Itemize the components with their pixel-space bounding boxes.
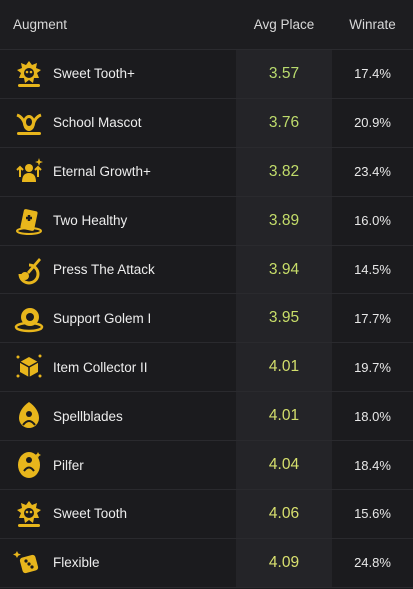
avg-place-cell: 3.57 [236, 50, 332, 98]
avg-place-value: 4.04 [268, 456, 300, 474]
avg-place-cell: 4.06 [236, 490, 332, 538]
avg-place-value: 3.76 [268, 113, 300, 131]
avg-place-value: 3.82 [268, 162, 300, 180]
augment-cell: Sweet Tooth [0, 498, 236, 530]
press-the-attack-icon [13, 254, 45, 286]
augment-name[interactable]: Pilfer [53, 457, 84, 473]
avg-place-cell: 3.94 [236, 245, 332, 294]
avg-place-cell: 3.76 [236, 98, 332, 147]
avg-place-cell: 3.82 [236, 147, 332, 196]
winrate-value: 17.7% [354, 310, 391, 326]
winrate-value: 18.0% [354, 408, 391, 424]
table-body: Sweet Tooth+ 3.57 17.4% School Mascot 3.… [0, 50, 413, 588]
table-row[interactable]: Sweet Tooth+ 3.57 17.4% [0, 50, 413, 99]
avg-place-cell: 4.04 [236, 441, 332, 490]
augment-name[interactable]: Flexible [53, 555, 100, 571]
avg-place-value: 4.06 [268, 504, 300, 522]
avg-place-value: 4.01 [268, 358, 300, 376]
winrate-value: 20.9% [354, 115, 391, 131]
augment-cell: Spellblades [0, 400, 236, 432]
augment-cell: Sweet Tooth+ [0, 58, 236, 90]
table-row[interactable]: Spellblades 4.01 18.0% [0, 392, 413, 442]
augment-cell: Support Golem I [0, 302, 236, 334]
augment-name[interactable]: Support Golem I [53, 310, 152, 326]
table-row[interactable]: Sweet Tooth 4.06 15.6% [0, 490, 413, 539]
table-row[interactable]: Pilfer 4.04 18.4% [0, 441, 413, 491]
table-row[interactable]: Flexible 4.09 24.8% [0, 538, 413, 588]
augment-name[interactable]: Press The Attack [53, 262, 155, 277]
spellblades-icon [13, 400, 45, 432]
avg-place-cell: 3.95 [236, 294, 332, 343]
winrate-value: 18.4% [354, 457, 391, 473]
avg-place-cell: 4.01 [236, 343, 332, 392]
augment-cell: Item Collector II [0, 351, 236, 383]
avg-place-value: 3.94 [268, 260, 300, 278]
winrate-value: 17.4% [354, 66, 391, 82]
augment-cell: Flexible [0, 547, 236, 579]
augment-cell: School Mascot [0, 107, 236, 139]
table-row[interactable]: Item Collector II 4.01 19.7% [0, 343, 413, 393]
augment-name[interactable]: Spellblades [53, 408, 123, 424]
avg-place-value: 4.01 [268, 407, 300, 425]
avg-place-cell: 4.01 [236, 392, 332, 441]
winrate-value: 14.5% [354, 262, 391, 277]
table-row[interactable]: Support Golem I 3.95 17.7% [0, 294, 413, 344]
augment-cell: Eternal Growth+ [0, 156, 236, 188]
augment-name[interactable]: Eternal Growth+ [53, 164, 151, 180]
winrate-value: 24.8% [354, 555, 391, 571]
table-row[interactable]: Two Healthy 3.89 16.0% [0, 196, 413, 246]
avg-place-value: 3.57 [268, 64, 300, 82]
pilfer-icon [13, 449, 45, 481]
eternal-growth-icon [13, 156, 45, 188]
augment-name[interactable]: School Mascot [53, 115, 142, 131]
augment-name[interactable]: Sweet Tooth [53, 506, 128, 522]
avg-place-cell: 3.89 [236, 196, 332, 245]
avg-place-value: 3.95 [268, 309, 300, 327]
sweet-tooth-icon [13, 498, 45, 530]
support-golem-icon [13, 302, 45, 334]
header-augment[interactable]: Augment [13, 17, 68, 32]
winrate-value: 15.6% [354, 506, 391, 522]
augment-cell: Pilfer [0, 449, 236, 481]
augment-cell: Press The Attack [0, 254, 236, 286]
table-row[interactable]: School Mascot 3.76 20.9% [0, 98, 413, 148]
table-header: Augment Avg Place Winrate [0, 0, 413, 50]
avg-place-value: 3.89 [268, 211, 300, 229]
table-row[interactable]: Eternal Growth+ 3.82 23.4% [0, 147, 413, 197]
winrate-value: 16.0% [354, 213, 391, 229]
table-row[interactable]: Press The Attack 3.94 14.5% [0, 245, 413, 295]
avg-place-cell: 4.09 [236, 538, 332, 587]
school-mascot-icon [13, 107, 45, 139]
augment-name[interactable]: Two Healthy [53, 213, 128, 229]
item-collector-icon [13, 351, 45, 383]
augment-name[interactable]: Item Collector II [53, 359, 148, 375]
winrate-value: 23.4% [354, 164, 391, 180]
winrate-value: 19.7% [354, 359, 391, 375]
sweet-tooth-icon [13, 58, 45, 90]
avg-place-value: 4.09 [268, 553, 300, 571]
augment-cell: Two Healthy [0, 205, 236, 237]
augment-name[interactable]: Sweet Tooth+ [53, 66, 135, 82]
header-winrate[interactable]: Winrate [349, 17, 396, 32]
header-avg-place[interactable]: Avg Place [253, 17, 315, 32]
flexible-icon [13, 547, 45, 579]
two-healthy-icon [13, 205, 45, 237]
